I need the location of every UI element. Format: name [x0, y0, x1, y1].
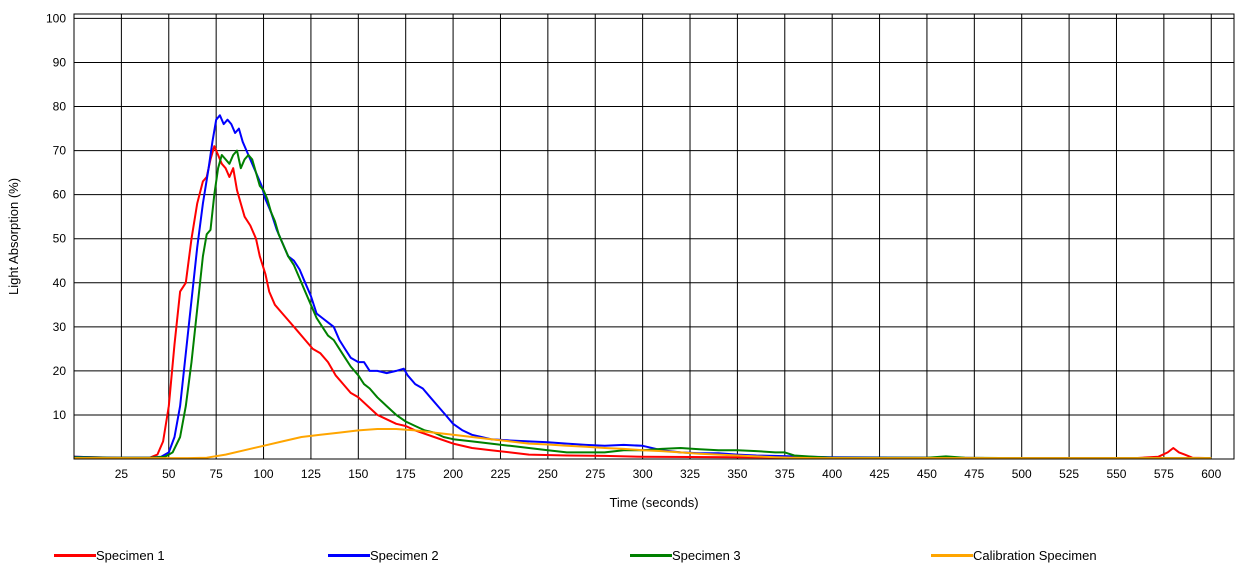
x-tick-label: 175 — [396, 467, 416, 481]
y-tick-label: 90 — [53, 55, 67, 69]
series-line-3 — [73, 149, 1212, 460]
x-tick-label: 550 — [1106, 467, 1126, 481]
x-tick-label: 400 — [822, 467, 842, 481]
x-tick-label: 125 — [301, 467, 321, 481]
x-tick-label: 50 — [162, 467, 176, 481]
y-tick-label: 40 — [53, 276, 67, 290]
x-tick-label: 500 — [1012, 467, 1032, 481]
y-tick-label: 70 — [53, 144, 67, 158]
legend-item-1: Specimen 1 — [54, 543, 165, 567]
plot-frame — [73, 13, 1235, 460]
y-tick-label: 80 — [53, 100, 67, 114]
y-tick-label: 100 — [46, 11, 66, 25]
legend-swatch — [54, 553, 96, 557]
legend-swatch — [931, 553, 973, 557]
series-line-2 — [73, 114, 1212, 460]
series-line-4 — [74, 428, 1212, 460]
legend-item-3: Specimen 3 — [630, 543, 741, 567]
y-axis-label: Light Absorption (%) — [6, 178, 21, 295]
x-tick-label: 425 — [870, 467, 890, 481]
x-tick-label: 150 — [348, 467, 368, 481]
legend-label: Specimen 1 — [96, 547, 165, 563]
legend-item-4: Calibration Specimen — [931, 543, 1097, 567]
x-tick-label: 325 — [680, 467, 700, 481]
legend-swatch — [630, 553, 672, 557]
x-tick-label: 300 — [633, 467, 653, 481]
y-tick-label: 60 — [53, 188, 67, 202]
y-tick-label: 30 — [53, 320, 67, 334]
legend-label: Specimen 2 — [370, 547, 439, 563]
x-tick-label: 525 — [1059, 467, 1079, 481]
y-tick-label: 10 — [53, 408, 67, 422]
x-tick-label: 200 — [443, 467, 463, 481]
x-tick-label: 100 — [254, 467, 274, 481]
x-tick-label: 225 — [490, 467, 510, 481]
legend-label: Calibration Specimen — [973, 547, 1097, 563]
y-tick-label: 20 — [53, 364, 67, 378]
x-tick-label: 275 — [585, 467, 605, 481]
x-tick-label: 600 — [1201, 467, 1221, 481]
x-tick-label: 25 — [115, 467, 129, 481]
tick-labels: 25 50 75 100 125 150 175 200 225 250 275 300 325 350 3… — [46, 11, 1222, 481]
series-lines — [73, 114, 1212, 460]
legend-swatch — [328, 553, 370, 557]
legend-item-2: Specimen 2 — [328, 543, 439, 567]
x-tick-label: 350 — [727, 467, 747, 481]
x-tick-label: 75 — [209, 467, 223, 481]
line-chart: 25 50 75 100 125 150 175 200 225 250 275 300 325 350 3… — [6, 11, 1235, 510]
x-tick-label: 575 — [1154, 467, 1174, 481]
series-line-1 — [73, 145, 1212, 460]
legend-label: Specimen 3 — [672, 547, 741, 563]
x-tick-label: 375 — [775, 467, 795, 481]
x-tick-label: 450 — [917, 467, 937, 481]
x-axis-label: Time (seconds) — [609, 495, 698, 510]
y-tick-label: 50 — [53, 232, 67, 246]
grid — [74, 14, 1234, 459]
x-tick-label: 475 — [964, 467, 984, 481]
legend: Specimen 1 Specimen 2 Specimen 3 Calibratio… — [0, 543, 1241, 567]
x-tick-label: 250 — [538, 467, 558, 481]
